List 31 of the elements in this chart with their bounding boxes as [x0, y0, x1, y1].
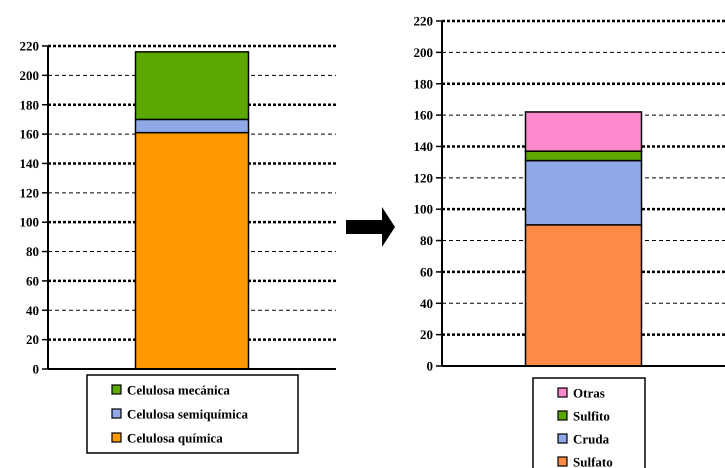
legend-label: Cruda: [573, 432, 610, 447]
legend-label: Celulosa mecánica: [127, 382, 230, 398]
y-tick-label: 100: [20, 214, 39, 230]
y-tick-label: 0: [426, 358, 433, 374]
y-tick-label: 80: [26, 244, 39, 260]
legend-label: Sulfato: [573, 454, 613, 468]
legend-label: Otras: [573, 386, 605, 401]
y-tick-label: 40: [26, 302, 39, 318]
legend-label: Celulosa semiquímica: [127, 406, 248, 422]
y-tick-label: 140: [414, 139, 433, 154]
y-tick-label: 160: [20, 126, 39, 142]
y-tick-label: 60: [26, 273, 39, 288]
y-tick-label: 160: [414, 108, 433, 123]
y-tick-label: 140: [20, 156, 39, 172]
y-tick-label: 120: [20, 185, 39, 200]
y-tick-label: 220: [20, 38, 39, 54]
y-tick-label: 180: [414, 76, 433, 92]
y-tick-label: 20: [26, 332, 39, 348]
legend-label: Celulosa química: [127, 430, 224, 446]
y-tick-label: 80: [420, 233, 433, 248]
y-tick-label: 200: [20, 68, 39, 83]
y-tick-label: 180: [20, 97, 39, 112]
legend-label: Sulfito: [573, 408, 610, 424]
y-tick-label: 220: [414, 14, 433, 29]
y-tick-label: 120: [414, 170, 433, 186]
y-tick-label: 40: [420, 296, 433, 311]
y-tick-label: 60: [420, 264, 433, 280]
y-tick-label: 20: [420, 327, 433, 342]
y-tick-label: 100: [414, 202, 433, 217]
y-tick-label: 200: [414, 44, 433, 60]
y-tick-label: 0: [32, 362, 39, 377]
